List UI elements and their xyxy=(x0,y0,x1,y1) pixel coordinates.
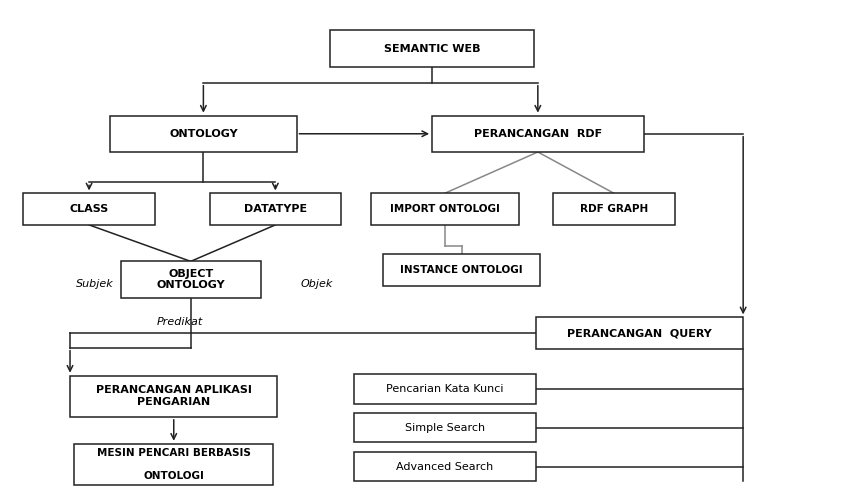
FancyBboxPatch shape xyxy=(121,261,261,298)
Text: SEMANTIC WEB: SEMANTIC WEB xyxy=(384,44,480,54)
Text: IMPORT ONTOLOGI: IMPORT ONTOLOGI xyxy=(390,204,499,214)
Text: Simple Search: Simple Search xyxy=(404,423,485,433)
FancyBboxPatch shape xyxy=(384,254,540,286)
FancyBboxPatch shape xyxy=(432,116,644,152)
FancyBboxPatch shape xyxy=(111,116,296,152)
FancyBboxPatch shape xyxy=(210,193,341,225)
Text: INSTANCE ONTOLOGI: INSTANCE ONTOLOGI xyxy=(400,265,523,275)
FancyBboxPatch shape xyxy=(330,30,534,67)
FancyBboxPatch shape xyxy=(353,374,536,404)
Text: Predikat: Predikat xyxy=(156,317,203,327)
FancyBboxPatch shape xyxy=(353,413,536,442)
FancyBboxPatch shape xyxy=(536,317,743,349)
Text: Advanced Search: Advanced Search xyxy=(396,462,493,472)
FancyBboxPatch shape xyxy=(74,443,273,485)
Text: Pencarian Kata Kunci: Pencarian Kata Kunci xyxy=(386,384,504,394)
FancyBboxPatch shape xyxy=(353,452,536,481)
FancyBboxPatch shape xyxy=(70,375,277,417)
Text: ONTOLOGY: ONTOLOGY xyxy=(169,129,238,139)
Text: PERANCANGAN  RDF: PERANCANGAN RDF xyxy=(473,129,602,139)
FancyBboxPatch shape xyxy=(371,193,518,225)
Text: MESIN PENCARI BERBASIS

ONTOLOGI: MESIN PENCARI BERBASIS ONTOLOGI xyxy=(97,448,251,481)
FancyBboxPatch shape xyxy=(23,193,155,225)
Text: PERANCANGAN APLIKASI
PENGARIAN: PERANCANGAN APLIKASI PENGARIAN xyxy=(96,385,251,407)
Text: Objek: Objek xyxy=(301,279,334,290)
Text: DATATYPE: DATATYPE xyxy=(244,204,307,214)
FancyBboxPatch shape xyxy=(553,193,676,225)
Text: CLASS: CLASS xyxy=(69,204,109,214)
Text: Subjek: Subjek xyxy=(76,279,114,290)
Text: RDF GRAPH: RDF GRAPH xyxy=(580,204,648,214)
Text: PERANCANGAN  QUERY: PERANCANGAN QUERY xyxy=(567,328,712,338)
Text: OBJECT
ONTOLOGY: OBJECT ONTOLOGY xyxy=(156,269,225,290)
